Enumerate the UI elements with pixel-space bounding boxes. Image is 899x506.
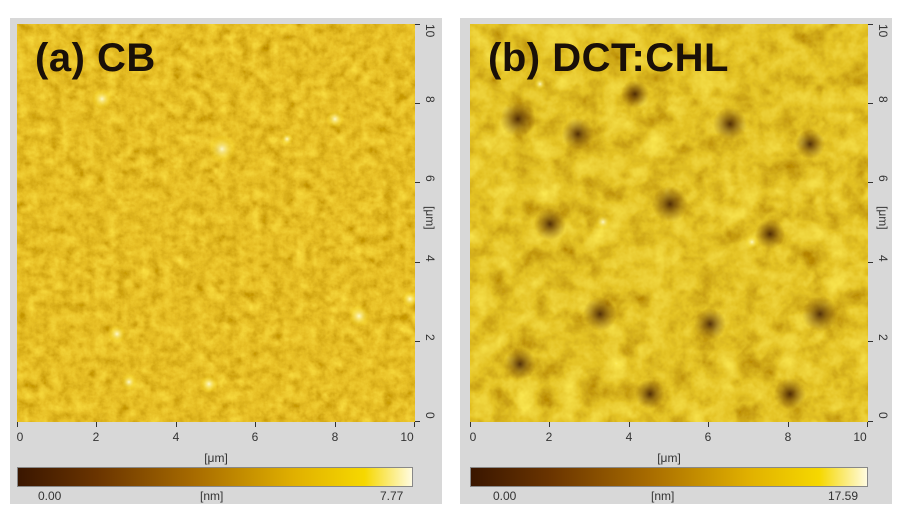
x-tick-label: 10 (400, 430, 414, 444)
panel-a-label: (a) CB (35, 36, 156, 80)
colorbar-a-min: 0.00 (38, 489, 62, 503)
y-tick-label: 4 (876, 255, 890, 262)
colorbar-b-max: 17.59 (828, 489, 859, 503)
y-tick-label: 4 (423, 255, 437, 262)
x-tick-label: 2 (545, 430, 553, 444)
y-tick-label: 6 (876, 175, 890, 182)
x-tick-label: 10 (853, 430, 867, 444)
x-tick-label: 4 (172, 430, 180, 444)
afm-height-map-a (17, 24, 415, 422)
colorbar-b-unit: [nm] (651, 489, 675, 503)
colorbar-b-min: 0.00 (493, 489, 517, 503)
afm-texture-a (17, 24, 415, 422)
y-tick-label: 8 (876, 96, 890, 103)
y-tick-label: 10 (876, 24, 890, 38)
y-tick-label: 6 (423, 175, 437, 182)
x-axis-unit: [μm] (204, 451, 228, 465)
x-tick-label: 6 (251, 430, 259, 444)
x-tick-label: 8 (784, 430, 792, 444)
y-axis-unit: [μm] (876, 206, 890, 230)
y-tick-label: 2 (423, 334, 437, 341)
y-tick-label: 10 (423, 24, 437, 38)
x-tick-label: 6 (704, 430, 712, 444)
x-tick-label: 0 (16, 430, 24, 444)
afm-bright-features-b (534, 78, 759, 249)
panel-b-label: (b) DCT:CHL (488, 36, 729, 80)
x-tick-label: 8 (331, 430, 339, 444)
x-tick-label: 0 (469, 430, 477, 444)
x-axis-unit: [μm] (657, 451, 681, 465)
y-axis-unit: [μm] (423, 206, 437, 230)
afm-image-panel-a: (a) CB (17, 24, 415, 422)
x-tick-label: 4 (625, 430, 633, 444)
colorbar-a-unit: [nm] (200, 489, 224, 503)
y-tick-label: 0 (876, 412, 890, 419)
afm-image-panel-b: (b) DCT:CHL (470, 24, 868, 422)
afm-bright-features-a (92, 89, 415, 393)
afm-height-map-b (470, 24, 868, 422)
y-tick-label: 2 (876, 334, 890, 341)
y-tick-label: 8 (423, 96, 437, 103)
colorbar-b (470, 467, 868, 487)
colorbar-a (17, 467, 413, 487)
colorbar-a-max: 7.77 (380, 489, 404, 503)
x-tick-label: 2 (92, 430, 100, 444)
afm-dark-pits-b (500, 80, 838, 410)
y-tick-label: 0 (423, 412, 437, 419)
